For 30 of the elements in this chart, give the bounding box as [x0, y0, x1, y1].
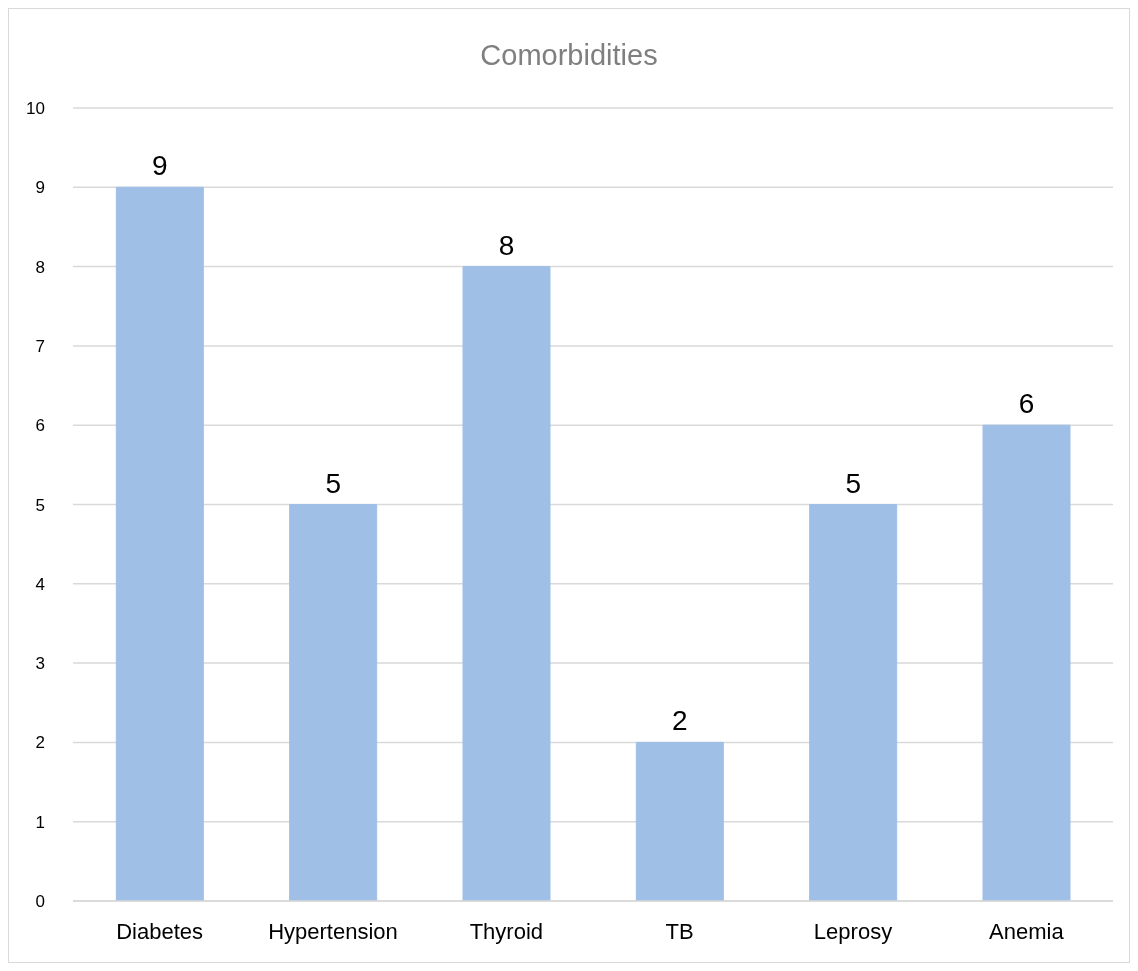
y-tick-label: 0 [35, 892, 45, 912]
data-label: 5 [845, 467, 861, 499]
bar [462, 266, 551, 901]
data-label: 8 [498, 229, 515, 261]
data-label: 5 [325, 467, 341, 499]
y-tick-label: 2 [35, 733, 45, 753]
x-tick-label: Leprosy [813, 918, 893, 944]
data-label: 2 [672, 705, 688, 737]
x-tick-label: Hypertension [268, 918, 398, 944]
y-tick-label: 1 [35, 812, 45, 832]
x-tick-label: TB [665, 918, 694, 944]
x-tick-label: Diabetes [116, 918, 204, 944]
bar [115, 186, 204, 901]
y-tick-label: 9 [35, 178, 45, 198]
y-tick-label: 4 [35, 574, 45, 594]
bar [809, 504, 898, 901]
y-tick-label: 6 [35, 416, 45, 436]
data-label: 6 [1018, 388, 1035, 420]
x-tick-label: Thyroid [469, 918, 544, 944]
bar [635, 741, 724, 901]
y-tick-label: 10 [26, 99, 45, 119]
y-tick-label: 8 [35, 257, 45, 277]
chart-title: Comorbidities [479, 39, 659, 72]
bar [982, 424, 1071, 901]
x-tick-label: Anemia [989, 918, 1065, 944]
y-tick-label: 3 [35, 654, 45, 674]
y-tick-label: 5 [35, 495, 45, 515]
data-label: 9 [152, 150, 168, 182]
bar [289, 504, 378, 901]
y-tick-label: 7 [35, 336, 45, 356]
